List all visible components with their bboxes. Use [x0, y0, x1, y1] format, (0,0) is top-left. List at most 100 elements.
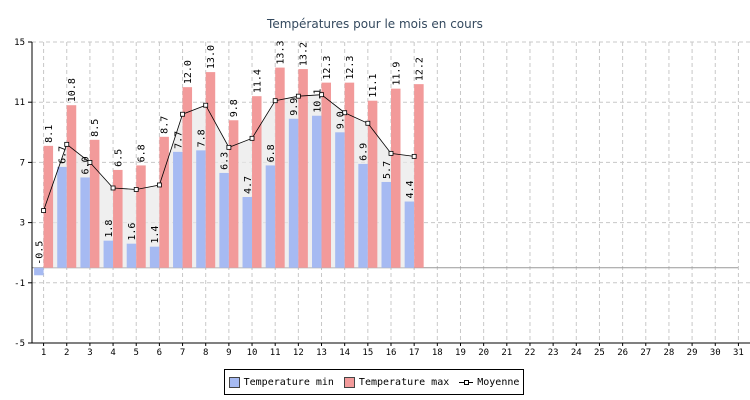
legend-label-mean: Moyenne — [477, 377, 519, 388]
x-tick-label-13: 13 — [316, 348, 327, 358]
label-min-15: 6.9 — [359, 143, 370, 161]
temperature-chart: Températures pour le mois en cours 15 11 7… — [0, 0, 750, 400]
bar-min-7 — [173, 152, 183, 268]
label-min-13: 10.1 — [312, 89, 323, 113]
bar-max-9 — [229, 120, 239, 267]
label-max-13: 12.3 — [322, 56, 333, 80]
bar-max-11 — [275, 68, 285, 268]
x-tick-label-17: 17 — [409, 348, 420, 358]
label-max-5: 6.8 — [136, 144, 147, 162]
bar-min-1 — [34, 268, 44, 276]
x-tick-label-11: 11 — [270, 348, 281, 358]
mean-point-10 — [250, 136, 254, 140]
x-tick-label-31: 31 — [733, 348, 744, 358]
y-tick-label--1: -1 — [14, 279, 25, 289]
legend-item-min: Temperature min — [229, 377, 334, 388]
mean-point-6 — [157, 183, 161, 187]
x-tick-label-15: 15 — [362, 348, 373, 358]
label-min-3: 6.0 — [81, 156, 92, 174]
x-tick-label-16: 16 — [386, 348, 397, 358]
mean-point-8 — [204, 103, 208, 107]
label-max-17: 12.2 — [414, 57, 425, 81]
legend-marker-mean — [459, 378, 473, 387]
x-tick-label-28: 28 — [664, 348, 675, 358]
mean-point-7 — [181, 112, 185, 116]
x-tick-label-24: 24 — [571, 348, 582, 358]
bar-min-15 — [358, 164, 368, 268]
chart-title: Températures pour le mois en cours — [266, 17, 483, 31]
label-max-10: 11.4 — [252, 69, 263, 93]
label-max-8: 13.0 — [206, 45, 217, 69]
x-tick-label-18: 18 — [432, 348, 443, 358]
mean-point-1 — [42, 209, 46, 213]
x-tick-label-8: 8 — [203, 348, 208, 358]
x-tick-label-12: 12 — [293, 348, 304, 358]
legend-swatch-min — [229, 377, 240, 388]
label-max-4: 6.5 — [113, 149, 124, 167]
x-tick-label-6: 6 — [157, 348, 162, 358]
bar-min-13 — [312, 116, 322, 268]
bar-min-5 — [127, 244, 136, 268]
label-max-6: 8.7 — [160, 116, 171, 134]
label-min-9: 6.3 — [220, 152, 231, 170]
x-tick-label-10: 10 — [247, 348, 258, 358]
bar-min-12 — [289, 119, 299, 268]
mean-point-4 — [111, 186, 115, 190]
x-tick-label-19: 19 — [455, 348, 466, 358]
legend-item-max: Temperature max — [344, 377, 449, 388]
label-max-16: 11.9 — [391, 62, 402, 86]
legend: Temperature min Temperature max Moyenne — [224, 369, 524, 395]
y-tick-label-15: 15 — [14, 38, 25, 48]
x-tick-label-30: 30 — [710, 348, 721, 358]
mean-point-16 — [389, 151, 393, 155]
bar-min-16 — [382, 182, 392, 268]
label-max-9: 9.8 — [229, 99, 240, 117]
x-tick-label-2: 2 — [64, 348, 69, 358]
x-tick-label-7: 7 — [180, 348, 185, 358]
label-min-17: 4.4 — [405, 180, 416, 198]
x-tick-label-26: 26 — [617, 348, 628, 358]
x-tick-label-9: 9 — [226, 348, 231, 358]
bar-min-9 — [219, 173, 229, 268]
bar-min-10 — [243, 197, 253, 268]
label-min-11: 6.8 — [266, 144, 277, 162]
y-tick-label-7: 7 — [20, 158, 25, 168]
mean-point-9 — [227, 145, 231, 149]
x-tick-label-20: 20 — [478, 348, 489, 358]
bar-min-4 — [104, 241, 114, 268]
mean-point-11 — [273, 99, 277, 103]
label-max-14: 12.3 — [345, 56, 356, 80]
label-max-15: 11.1 — [368, 74, 379, 98]
x-tick-label-21: 21 — [501, 348, 512, 358]
x-tick-label-29: 29 — [687, 348, 698, 358]
label-max-12: 13.2 — [299, 42, 310, 66]
y-tick-label-3: 3 — [20, 219, 25, 229]
bar-max-17 — [414, 84, 424, 268]
label-min-5: 1.6 — [127, 223, 138, 241]
label-min-7: 7.7 — [173, 131, 184, 149]
x-tick-label-27: 27 — [640, 348, 651, 358]
x-tick-label-4: 4 — [110, 348, 115, 358]
x-tick-label-14: 14 — [339, 348, 350, 358]
legend-item-mean: Moyenne — [459, 377, 519, 388]
legend-label-max: Temperature max — [359, 377, 449, 388]
y-tick-label-11: 11 — [14, 98, 25, 108]
label-max-2: 10.8 — [67, 78, 78, 102]
label-min-10: 4.7 — [243, 176, 254, 194]
label-max-3: 8.5 — [90, 119, 101, 137]
legend-swatch-max — [344, 377, 355, 388]
bar-min-2 — [57, 167, 67, 268]
x-tick-label-3: 3 — [87, 348, 92, 358]
y-tick-label--5: -5 — [14, 339, 25, 349]
x-tick-label-22: 22 — [525, 348, 536, 358]
label-min-6: 1.4 — [150, 226, 161, 244]
bar-min-17 — [405, 202, 415, 268]
mean-point-12 — [296, 94, 300, 98]
legend-label-min: Temperature min — [244, 377, 334, 388]
label-min-14: 9.0 — [335, 111, 346, 129]
bar-max-2 — [67, 105, 77, 268]
mean-point-2 — [65, 142, 69, 146]
label-max-1: 8.1 — [44, 125, 55, 143]
bar-min-14 — [335, 132, 345, 267]
x-tick-label-5: 5 — [134, 348, 139, 358]
